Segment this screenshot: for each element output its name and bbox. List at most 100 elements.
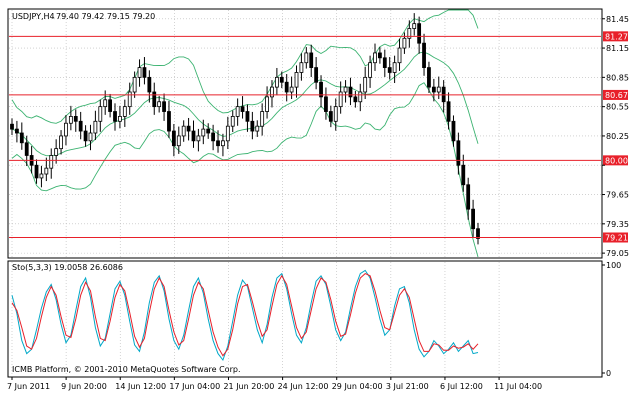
candle-body — [39, 173, 44, 179]
candle-body — [284, 81, 289, 93]
stochastic-tick-label: 100 — [606, 261, 621, 270]
candle-body — [59, 135, 63, 150]
stochastic-axis: 100 0 — [602, 261, 621, 378]
candle-body — [225, 125, 230, 142]
candle-body — [412, 23, 417, 29]
candle-body — [147, 76, 152, 93]
candle-body — [206, 128, 211, 134]
candle-body — [181, 125, 186, 137]
candle-body — [201, 128, 206, 137]
candle-body — [328, 111, 333, 122]
time-tick-label: 7 Jun 2011 — [7, 382, 50, 391]
candle-body — [240, 106, 245, 112]
candle-body — [368, 62, 372, 78]
candle-body — [68, 116, 73, 124]
candle-body — [191, 130, 196, 142]
candle-body — [392, 62, 397, 73]
candle-body — [98, 106, 103, 122]
candle-body — [73, 116, 78, 122]
candle-body — [436, 86, 441, 93]
level-label-box — [603, 89, 628, 100]
candle-body — [417, 23, 422, 44]
candle-body — [245, 111, 250, 122]
candle-body — [113, 111, 117, 122]
candle-body — [363, 76, 368, 93]
candle-body — [162, 101, 166, 112]
candle-body — [279, 76, 284, 83]
upper-band — [11, 9, 479, 124]
candle-body — [221, 140, 225, 147]
candle-body — [142, 67, 147, 78]
bollinger-bands — [11, 9, 479, 258]
copyright-text: ICMB Platform, © 2001-2010 MetaQuotes So… — [12, 365, 241, 374]
candle-body — [333, 106, 338, 122]
candle-body — [407, 28, 412, 39]
candle-body — [373, 52, 377, 64]
time-tick-label: 9 Jun 20:00 — [61, 382, 107, 391]
candle-body — [49, 155, 54, 169]
candle-body — [19, 132, 24, 144]
candle-body — [186, 125, 191, 132]
candle-body — [397, 47, 402, 64]
level-label: 81.27 — [605, 32, 628, 41]
horizontal-levels: 81.27 80.67 80.00 79.21 — [9, 31, 628, 243]
candle-body — [44, 167, 49, 175]
time-tick-label: 3 Jul 21:00 — [386, 382, 429, 391]
candle-body — [152, 91, 157, 108]
level-label-box — [603, 232, 628, 243]
candle-body — [358, 91, 363, 103]
candle-body — [167, 111, 171, 132]
time-tick-label: 29 Jun 04:00 — [332, 382, 383, 391]
candle-body — [157, 101, 162, 108]
lower-band — [11, 82, 479, 258]
time-tick-label: 6 Jul 12:00 — [440, 382, 483, 391]
candle-body — [338, 91, 343, 108]
candle-body — [255, 125, 260, 132]
stochastic-header: Sto(5,3,3) 19.0058 26.6086 — [12, 263, 123, 272]
candle-body — [235, 106, 240, 117]
candle-body — [265, 96, 269, 112]
price-tick-label: 81.15 — [606, 44, 629, 53]
candle-body — [132, 76, 137, 93]
price-chart-area[interactable] — [7, 8, 603, 259]
candle-body — [127, 91, 132, 108]
middle-band — [11, 51, 479, 157]
candle-body — [211, 132, 216, 142]
candle-body — [446, 101, 451, 122]
symbol-header: USDJPY,H4 — [12, 12, 55, 21]
candle-body — [15, 128, 19, 134]
price-axis: 81.45 81.15 80.85 80.55 80.25 79.65 79.35 79.05 — [602, 15, 629, 258]
stochastic-main-line — [11, 269, 479, 362]
candle-body — [176, 135, 181, 147]
price-tick-label: 79.35 — [606, 220, 629, 229]
price-tick-label: 79.05 — [606, 249, 629, 258]
candle-body — [216, 140, 220, 147]
ohlc-header: 79.40 79.42 79.15 79.20 — [56, 12, 155, 21]
candle-body — [137, 67, 142, 78]
stochastic-chart-area[interactable] — [7, 260, 603, 378]
candle-body — [387, 67, 392, 73]
candle-body — [83, 130, 88, 142]
candle-body — [34, 164, 39, 179]
price-tick-label: 80.55 — [606, 103, 629, 112]
level-label-box — [603, 31, 628, 42]
candle-body — [314, 67, 319, 83]
candle-body — [402, 37, 407, 49]
price-tick-label: 79.65 — [606, 191, 629, 200]
candle-body — [299, 62, 304, 73]
candle-body — [108, 99, 113, 112]
candle-body — [93, 120, 98, 134]
time-axis: 7 Jun 2011 9 Jun 20:00 14 Jun 12:00 17 Jun … — [7, 377, 542, 391]
candle-body — [289, 86, 294, 93]
candle-body — [324, 96, 328, 112]
candle-body — [274, 76, 279, 88]
candle-body — [24, 142, 29, 156]
level-label: 80.67 — [605, 91, 628, 100]
level-label: 79.21 — [605, 233, 628, 242]
candle-body — [309, 52, 314, 68]
candle-body — [78, 120, 83, 132]
candle-body — [319, 81, 323, 98]
price-tick-label: 80.25 — [606, 132, 629, 141]
candle-body — [260, 111, 265, 127]
